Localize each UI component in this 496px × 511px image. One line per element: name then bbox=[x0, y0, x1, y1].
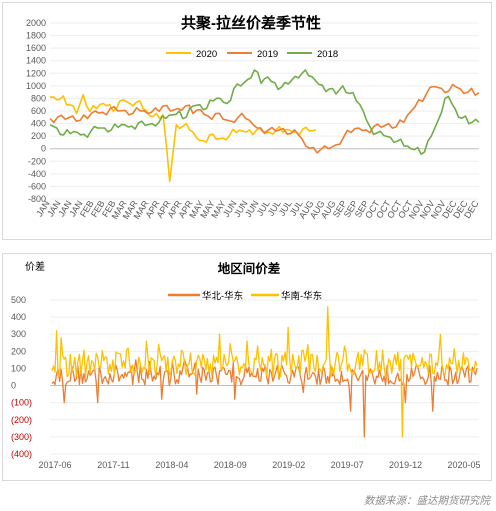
y-tick-1800: 1800 bbox=[26, 31, 46, 41]
bottom-y-axis: (400) (300) (200) (100) 0 100 200 300 400 500 bbox=[11, 295, 32, 459]
y-tick-100: 100 bbox=[11, 363, 26, 373]
legend-label-2019: 2019 bbox=[257, 49, 278, 60]
y-tick-400: 400 bbox=[11, 312, 26, 322]
bottom-grid bbox=[50, 299, 479, 455]
y-tick-2000: 2000 bbox=[26, 18, 46, 28]
x-tick-2018-04: 2018-04 bbox=[155, 460, 188, 470]
chart-title-seasonal: 共聚-拉丝价差季节性 bbox=[181, 14, 321, 32]
legend-seasonal: 2020 2019 2018 bbox=[166, 49, 338, 60]
y-tick--200: (200) bbox=[11, 415, 32, 425]
y-tick--400: (400) bbox=[11, 449, 32, 459]
legend-label-south-east: 华南-华东 bbox=[281, 290, 322, 302]
y-tick-600: 600 bbox=[31, 106, 46, 116]
x-tick-2017-11: 2017-11 bbox=[97, 460, 129, 470]
series-line-2018 bbox=[49, 69, 480, 155]
regional-spread-chart: (400) (300) (200) (100) 0 100 200 300 400 500 201… bbox=[11, 260, 481, 470]
y-tick-0: 0 bbox=[11, 381, 16, 391]
x-tick-2017-06: 2017-06 bbox=[38, 460, 71, 470]
x-tick-2018-09: 2018-09 bbox=[214, 460, 247, 470]
y-tick--200: -200 bbox=[28, 156, 46, 166]
y-tick-1600: 1600 bbox=[26, 43, 46, 53]
legend-label-2020: 2020 bbox=[196, 49, 217, 60]
x-tick-2019-07: 2019-07 bbox=[331, 460, 364, 470]
y-tick-1000: 1000 bbox=[26, 81, 46, 91]
y-tick-1200: 1200 bbox=[26, 68, 46, 78]
y-tick--300: (300) bbox=[11, 432, 32, 442]
legend-label-2018: 2018 bbox=[317, 49, 338, 60]
source-note: 数据来源：盛达期货研究院 bbox=[364, 495, 490, 507]
y-tick-800: 800 bbox=[31, 93, 46, 103]
series-line-2020 bbox=[49, 93, 317, 183]
y-tick-0: 0 bbox=[41, 144, 46, 154]
top-x-axis: JANJANJANJANFEBFEBFEBMARMARMARAPRAPRAPRA… bbox=[34, 198, 481, 221]
top-series-lines bbox=[49, 69, 480, 183]
seasonal-spread-chart: -800 -600 -400 -200 0 200 400 600 800 1000 1200 140… bbox=[26, 14, 481, 221]
series-line-华南-华东 bbox=[51, 306, 478, 438]
y-tick--100: (100) bbox=[11, 398, 32, 408]
y-tick-300: 300 bbox=[11, 329, 26, 339]
legend-label-north-east: 华北-华东 bbox=[202, 290, 243, 302]
series-line-2019 bbox=[49, 83, 480, 154]
regional-spread-chart-panel: (400) (300) (200) (100) 0 100 200 300 400 500 201… bbox=[2, 253, 492, 481]
y-tick-500: 500 bbox=[11, 295, 26, 305]
bottom-series-lines bbox=[51, 306, 478, 438]
legend-regional: 华北-华东 华南-华东 bbox=[168, 290, 322, 302]
y-axis-label: 价差 bbox=[25, 260, 45, 273]
top-y-axis: -800 -600 -400 -200 0 200 400 600 800 1000 1200 140… bbox=[26, 18, 46, 204]
y-tick-200: 200 bbox=[11, 346, 26, 356]
bottom-x-axis: 2017-06 2017-11 2018-04 2018-09 2019-02 2019-… bbox=[38, 460, 480, 470]
y-tick--800: -800 bbox=[28, 194, 46, 204]
seasonal-spread-chart-panel: -800 -600 -400 -200 0 200 400 600 800 1000 1200 140… bbox=[2, 2, 492, 240]
x-tick-2020-05: 2020-05 bbox=[447, 460, 480, 470]
x-tick-2019-02: 2019-02 bbox=[272, 460, 305, 470]
chart-title-regional: 地区间价差 bbox=[218, 261, 281, 276]
y-tick-400: 400 bbox=[31, 119, 46, 129]
y-tick-1400: 1400 bbox=[26, 56, 46, 66]
x-tick-2019-12: 2019-12 bbox=[389, 460, 422, 470]
y-tick-200: 200 bbox=[31, 131, 46, 141]
series-line-华北-华东 bbox=[51, 358, 478, 438]
y-tick--600: -600 bbox=[28, 181, 46, 191]
top-grid bbox=[50, 22, 479, 200]
y-tick--400: -400 bbox=[28, 169, 46, 179]
